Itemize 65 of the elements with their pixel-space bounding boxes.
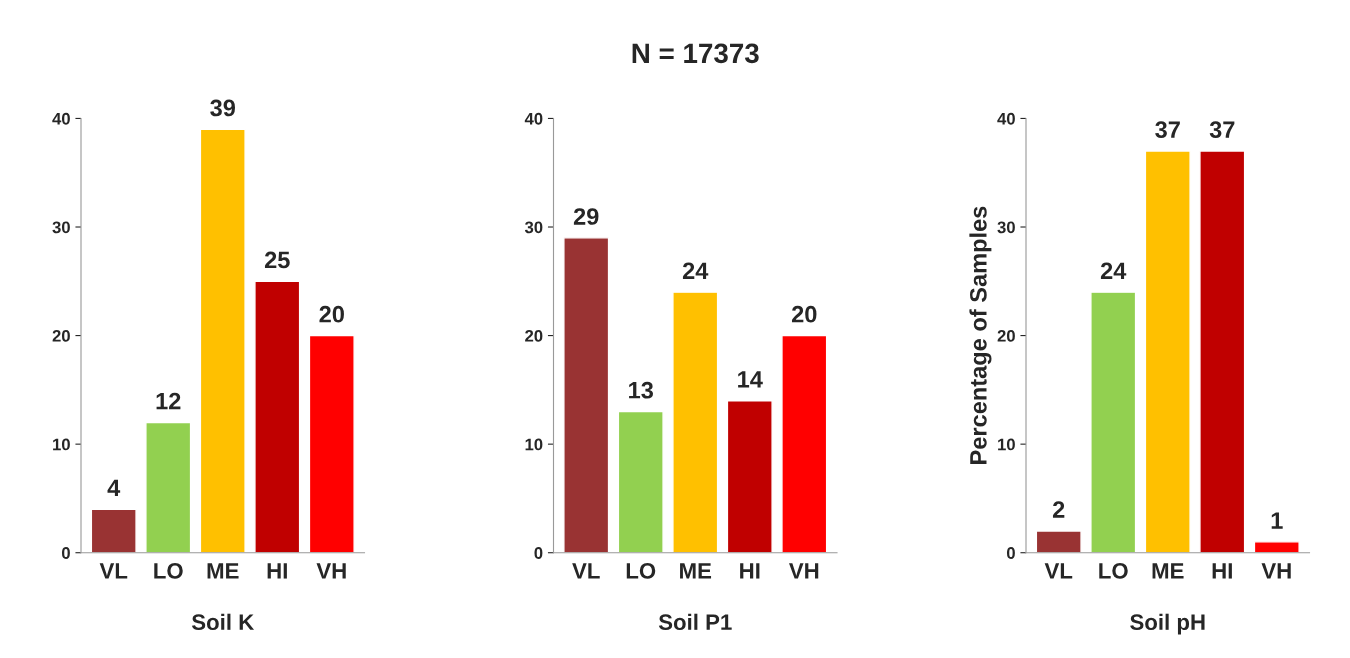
- bar: [1199, 150, 1246, 553]
- data-label: 25: [264, 251, 290, 269]
- bar: [563, 237, 610, 553]
- x-tick-label: LO: [1099, 563, 1128, 579]
- y-tick-label: 0: [1006, 547, 1015, 559]
- x-tick-label: VH: [316, 563, 346, 579]
- data-label: 29: [573, 208, 599, 225]
- x-tick-label: HI: [1212, 563, 1232, 579]
- chart-title: N = 17373: [632, 43, 759, 64]
- x-tick-label: VL: [99, 563, 128, 579]
- data-label: 24: [1100, 262, 1127, 279]
- data-label: 14: [738, 371, 763, 388]
- bar: [617, 410, 664, 553]
- x-tick-label: VL: [1044, 563, 1073, 579]
- y-tick-label: 40: [997, 112, 1015, 125]
- bar: [308, 334, 355, 553]
- bar: [672, 291, 719, 553]
- y-tick-label: 10: [998, 438, 1015, 451]
- data-label: 4: [107, 479, 121, 497]
- bar: [1035, 530, 1082, 553]
- y-tick-label: 40: [52, 112, 70, 125]
- y-tick-label: 40: [524, 112, 543, 125]
- data-label: 39: [210, 99, 236, 117]
- data-label: 1: [1271, 512, 1283, 529]
- y-tick-label: 20: [52, 329, 70, 342]
- bar: [1090, 291, 1137, 553]
- data-label: 37: [1209, 121, 1235, 139]
- bar: [254, 280, 301, 553]
- x-tick-label: VL: [572, 563, 600, 579]
- x-tick-label: ME: [1152, 563, 1184, 579]
- y-tick-label: 20: [997, 329, 1015, 342]
- x-tick-label: VH: [1261, 563, 1291, 579]
- bar: [199, 128, 246, 553]
- y-tick-label: 0: [61, 547, 70, 559]
- bar: [781, 334, 828, 553]
- x-tick-label: LO: [154, 563, 183, 579]
- x-tick-label: ME: [680, 563, 712, 579]
- x-tick-label: HI: [740, 563, 760, 579]
- x-tick-label: HI: [267, 563, 287, 579]
- data-label: 12: [156, 392, 181, 410]
- data-label: 20: [319, 305, 344, 323]
- y-tick-label: 30: [52, 221, 70, 234]
- x-tick-label: VH: [789, 563, 819, 579]
- x-axis-title: Soil pH: [1130, 613, 1205, 635]
- y-tick-label: 0: [534, 547, 543, 559]
- x-tick-label: LO: [626, 563, 656, 579]
- y-tick-label: 10: [53, 438, 70, 451]
- y-tick-label: 20: [525, 329, 543, 342]
- data-label: 2: [1052, 501, 1065, 518]
- bar: [90, 508, 137, 553]
- x-tick-label: ME: [207, 563, 239, 579]
- y-tick-label: 30: [997, 221, 1015, 234]
- bar: [726, 400, 773, 553]
- data-label: 13: [629, 381, 654, 399]
- x-axis-title: Soil K: [191, 613, 255, 631]
- y-tick-label: 10: [525, 438, 543, 451]
- x-axis-title: Soil P1: [658, 613, 732, 631]
- bar: [1253, 541, 1300, 553]
- y-tick-label: 30: [524, 221, 543, 234]
- data-label: 24: [682, 262, 709, 279]
- data-label: 20: [791, 305, 817, 323]
- bar: [145, 421, 192, 553]
- bar: [1144, 150, 1191, 553]
- data-label: 37: [1155, 121, 1180, 139]
- y-axis-title: Percentage of Samples: [969, 206, 992, 464]
